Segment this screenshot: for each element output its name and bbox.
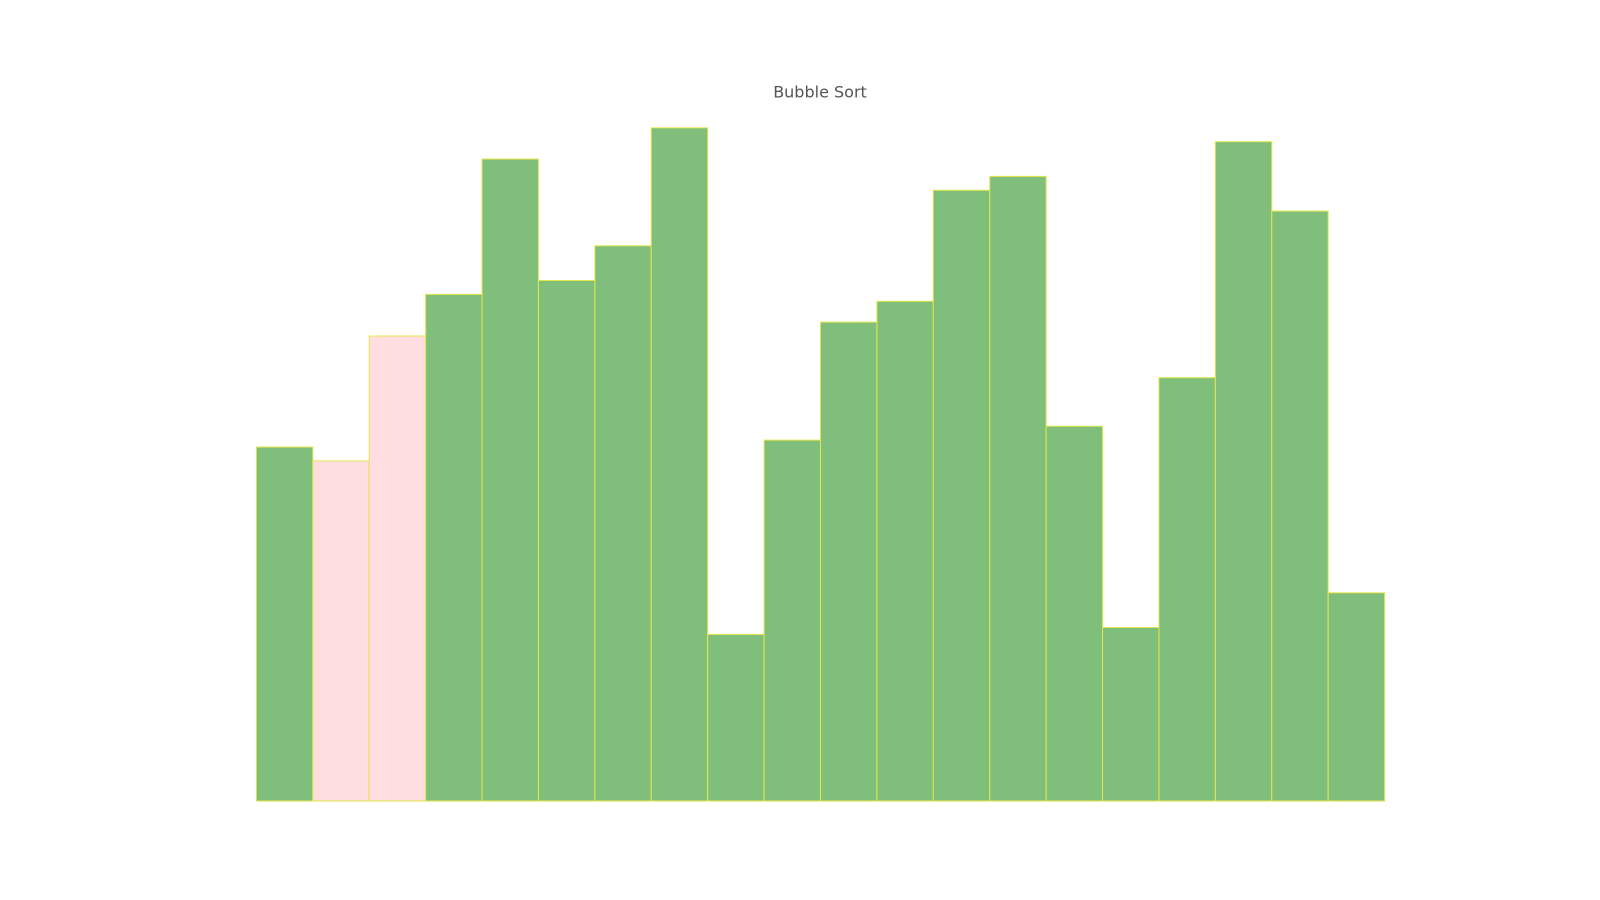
- bar: [425, 293, 483, 802]
- bar: [1102, 627, 1160, 802]
- bar: [537, 280, 596, 802]
- chart-title: Bubble Sort: [773, 83, 867, 102]
- bar: [820, 321, 878, 802]
- bar: [1214, 141, 1273, 802]
- bar: [1045, 425, 1104, 802]
- bar: [368, 335, 427, 802]
- bar: [1327, 592, 1386, 802]
- bar: [594, 245, 652, 802]
- bar: [876, 300, 934, 802]
- bar: [312, 460, 370, 802]
- bar: [763, 439, 821, 802]
- bar: [481, 158, 539, 802]
- bar: [650, 127, 709, 802]
- bar: [1158, 377, 1216, 802]
- bar: [989, 175, 1047, 802]
- bar: [932, 189, 991, 802]
- bar: [1271, 210, 1329, 802]
- bar: [707, 633, 765, 802]
- bar: [255, 446, 314, 802]
